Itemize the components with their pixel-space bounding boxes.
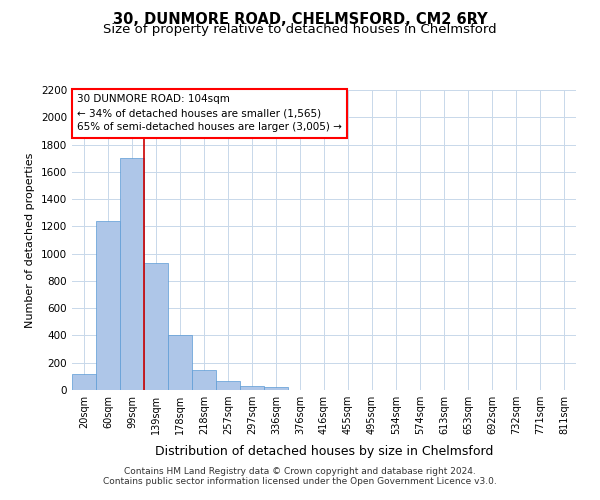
- X-axis label: Distribution of detached houses by size in Chelmsford: Distribution of detached houses by size …: [155, 446, 493, 458]
- Text: 30 DUNMORE ROAD: 104sqm
← 34% of detached houses are smaller (1,565)
65% of semi: 30 DUNMORE ROAD: 104sqm ← 34% of detache…: [77, 94, 342, 132]
- Text: Size of property relative to detached houses in Chelmsford: Size of property relative to detached ho…: [103, 24, 497, 36]
- Bar: [264, 388, 288, 390]
- Bar: [120, 158, 144, 390]
- Text: Contains public sector information licensed under the Open Government Licence v3: Contains public sector information licen…: [103, 477, 497, 486]
- Bar: [168, 336, 192, 390]
- Bar: [240, 386, 264, 390]
- Text: 30, DUNMORE ROAD, CHELMSFORD, CM2 6RY: 30, DUNMORE ROAD, CHELMSFORD, CM2 6RY: [113, 12, 487, 28]
- Bar: [192, 370, 216, 390]
- Text: Contains HM Land Registry data © Crown copyright and database right 2024.: Contains HM Land Registry data © Crown c…: [124, 467, 476, 476]
- Bar: [144, 263, 168, 390]
- Bar: [216, 381, 240, 390]
- Bar: [96, 221, 120, 390]
- Bar: [72, 374, 96, 390]
- Y-axis label: Number of detached properties: Number of detached properties: [25, 152, 35, 328]
